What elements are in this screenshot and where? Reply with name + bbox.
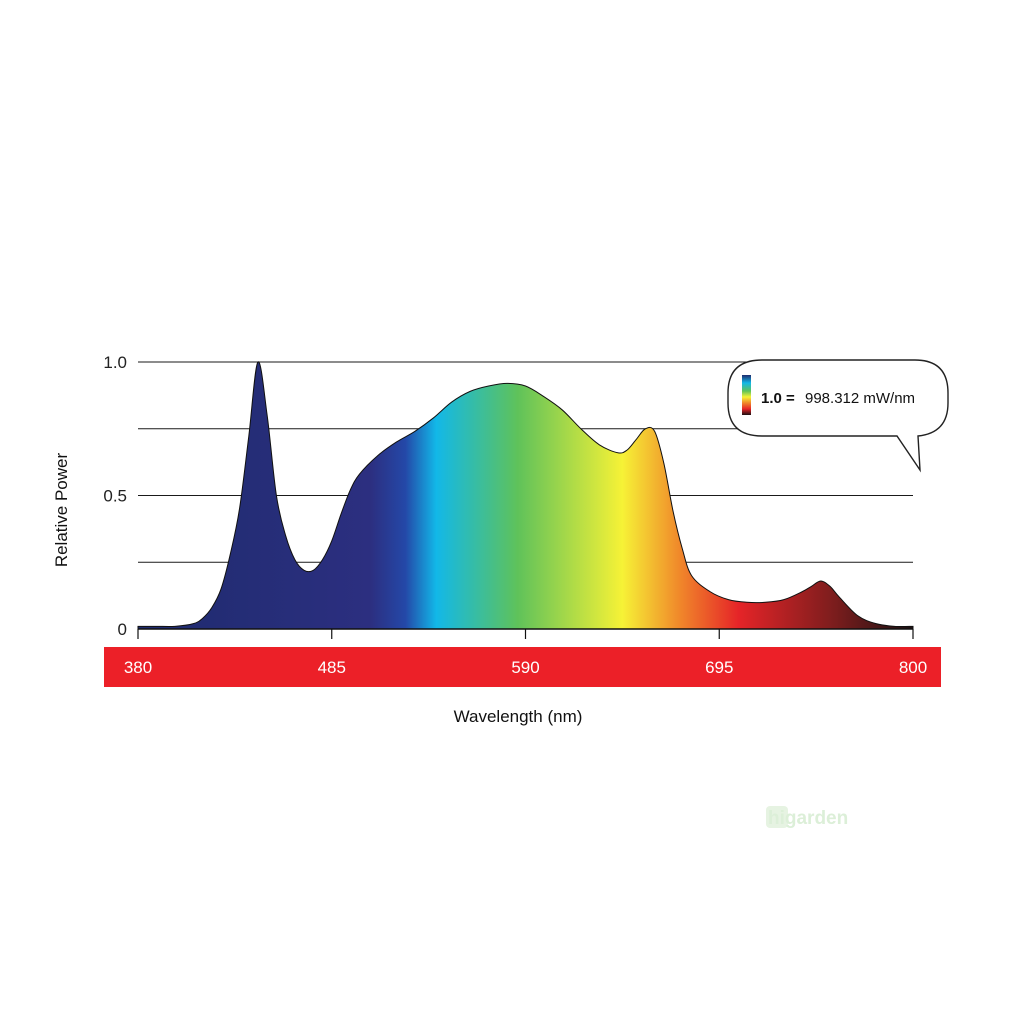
wavelength-band: 380 485 590 695 800 (104, 647, 941, 687)
watermark-logo-mark (766, 806, 788, 828)
y-tick-label: 1.0 (103, 353, 127, 372)
area-layer (137, 361, 914, 630)
x-tick-label: 695 (705, 658, 733, 677)
callout-color-bar (742, 375, 751, 415)
y-tick-label: 0.5 (103, 487, 127, 506)
x-tick-label: 800 (899, 658, 927, 677)
y-axis-title: Relative Power (52, 452, 71, 567)
watermark-logo: higarden (768, 808, 848, 829)
watermark: higarden (766, 806, 848, 829)
callout-value: 998.312 mW/nm (805, 390, 915, 407)
wavelength-band-bg (104, 647, 941, 687)
spectrum-area (137, 361, 914, 630)
callout-bubble (727, 359, 949, 473)
x-tick-label: 590 (511, 658, 539, 677)
x-tick-label: 485 (318, 658, 346, 677)
callout-bold-label: 1.0 = (761, 390, 795, 407)
label-layer: 0 0.5 1.0 Wavelength (nm) Relative Power (52, 353, 582, 726)
power-callout: 1.0 = 998.312 mW/nm (727, 359, 949, 473)
y-tick-label: 0 (118, 620, 127, 639)
axis-layer (137, 628, 914, 639)
x-tick-label: 380 (124, 658, 152, 677)
x-axis-title: Wavelength (nm) (454, 707, 583, 726)
